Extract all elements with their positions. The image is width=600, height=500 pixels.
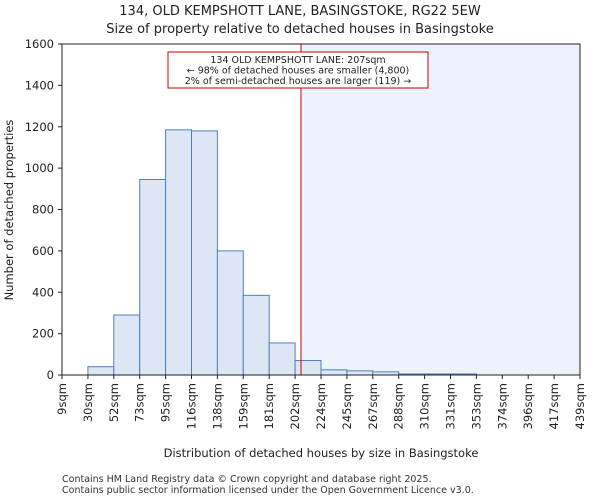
bar-224sqm xyxy=(320,369,348,376)
bar-181sqm xyxy=(268,342,296,376)
x-tick-label: 9sqm xyxy=(55,383,69,415)
x-tick-label: 116sqm xyxy=(185,383,199,429)
x-tick-label: 331sqm xyxy=(444,383,458,429)
chart-subtitle: Size of property relative to detached ho… xyxy=(106,22,493,37)
y-tick-label: 1200 xyxy=(25,120,54,134)
bar-138sqm xyxy=(216,250,244,376)
x-tick-label: 52sqm xyxy=(107,383,121,422)
x-tick-label: 267sqm xyxy=(366,383,380,429)
annotation-title: 134 OLD KEMPSHOTT LANE: 207sqm xyxy=(210,55,385,66)
x-tick-label: 245sqm xyxy=(340,383,354,429)
x-tick-label: 73sqm xyxy=(133,383,147,422)
annotation-smaller: ← 98% of detached houses are smaller (4,… xyxy=(187,66,410,77)
annotation-box xyxy=(167,51,429,89)
y-tick-label: 1600 xyxy=(25,37,54,51)
x-tick-label: 159sqm xyxy=(236,383,250,429)
x-tick-label: 417sqm xyxy=(547,383,561,429)
y-tick-label: 1000 xyxy=(25,161,54,175)
highlight-region xyxy=(300,44,580,375)
x-tick-label: 310sqm xyxy=(418,383,432,429)
plot-area: 0 200 400 600 800 1000 1200 1400 1600 9sqm 30sqm 52… xyxy=(25,37,587,429)
bar-95sqm xyxy=(165,129,193,376)
footer-line-2: Contains public sector information licen… xyxy=(62,485,474,496)
bar-73sqm xyxy=(139,179,167,376)
x-axis-label: Distribution of detached houses by size … xyxy=(164,446,479,460)
chart-title: 134, OLD KEMPSHOTT LANE, BASINGSTOKE, RG… xyxy=(119,4,481,19)
x-tick-label: 353sqm xyxy=(469,383,483,429)
y-axis-label: Number of detached properties xyxy=(2,120,16,301)
x-tick-label: 374sqm xyxy=(495,383,509,429)
footer-line-1: Contains HM Land Registry data © Crown c… xyxy=(62,474,432,485)
bar-116sqm xyxy=(191,130,218,376)
x-tick-label: 396sqm xyxy=(521,383,535,429)
y-tick-label: 0 xyxy=(47,368,54,382)
y-tick-label: 400 xyxy=(32,285,54,299)
y-tick-label: 200 xyxy=(32,327,54,341)
bar-202sqm xyxy=(294,360,322,376)
x-tick-label: 224sqm xyxy=(314,383,328,429)
x-tick-label: 202sqm xyxy=(288,383,302,429)
bar-30sqm xyxy=(87,366,115,376)
y-tick-label: 600 xyxy=(32,244,54,258)
x-tick-label: 439sqm xyxy=(573,383,587,429)
y-tick-label: 1400 xyxy=(25,78,54,92)
bar-245sqm xyxy=(346,370,374,376)
x-tick-label: 95sqm xyxy=(159,383,173,422)
bar-159sqm xyxy=(242,294,270,376)
annotation-larger: 2% of semi-detached houses are larger (1… xyxy=(185,76,412,87)
x-tick-label: 181sqm xyxy=(262,383,276,429)
bar-52sqm xyxy=(113,314,141,376)
x-tick-label: 138sqm xyxy=(210,383,224,429)
x-tick-label: 288sqm xyxy=(392,383,406,429)
x-tick-label: 30sqm xyxy=(81,383,95,422)
y-tick-label: 800 xyxy=(32,203,54,217)
